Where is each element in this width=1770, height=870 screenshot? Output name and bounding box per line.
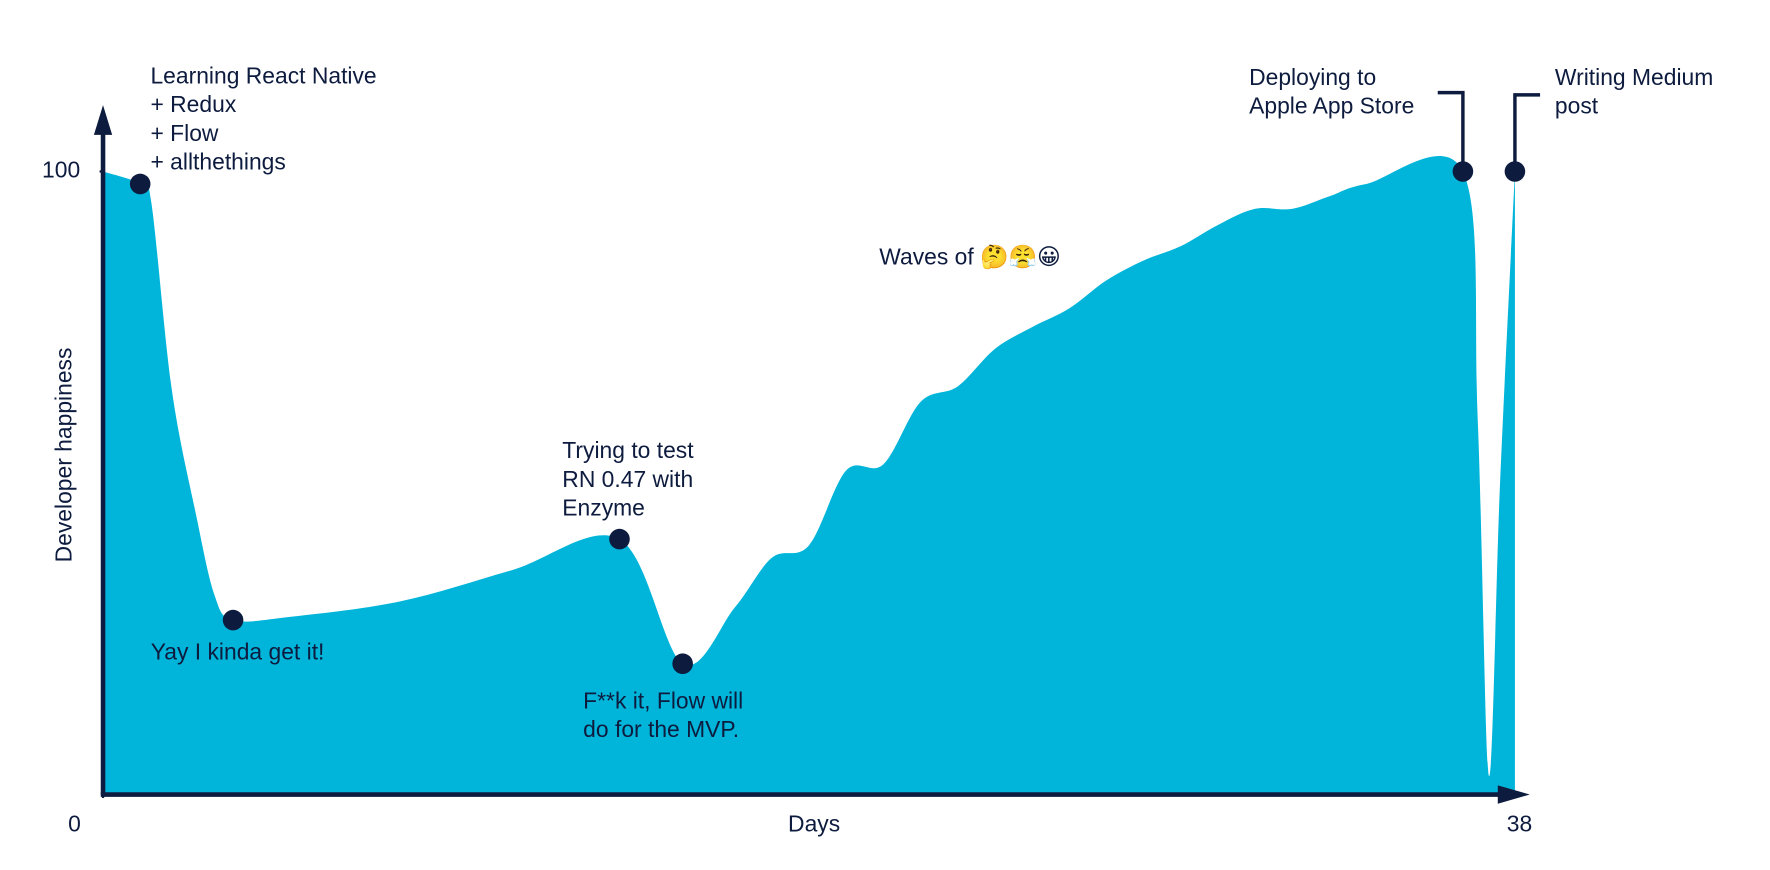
annotation-dot xyxy=(672,653,693,674)
annotation-text: Writing Medium xyxy=(1555,64,1713,90)
x-axis-label: Days xyxy=(788,810,840,836)
annotation-text: + Flow xyxy=(150,120,218,146)
annotation-text: Enzyme xyxy=(562,494,645,520)
note: Waves of 🤔😤😀 xyxy=(879,243,1061,270)
annotation-text: RN 0.47 with xyxy=(562,466,693,492)
area xyxy=(103,155,1515,795)
annotation-text: post xyxy=(1555,92,1599,118)
y-tick-label: 100 xyxy=(42,157,80,183)
x-tick-label: 0 xyxy=(68,810,81,836)
x-tick-label: 38 xyxy=(1507,810,1532,836)
annotation-text: Learning React Native xyxy=(150,63,376,89)
annotation-text: Trying to test xyxy=(562,437,694,463)
callout-line xyxy=(1437,90,1465,172)
annotation-text: Deploying to xyxy=(1249,64,1376,90)
annotation-dot xyxy=(222,609,244,631)
annotation-text: Apple App Store xyxy=(1249,92,1414,118)
annotation-dot xyxy=(1504,161,1526,182)
annotation-text: + allthethings xyxy=(150,148,285,174)
annotation-dot xyxy=(1452,161,1474,182)
annotation-text: + Redux xyxy=(150,91,236,117)
y-axis-arrow xyxy=(93,105,113,135)
annotation-text: Yay I kinda get it! xyxy=(151,638,325,664)
callout-line xyxy=(1513,93,1541,172)
annotation-text: F**k it, Flow will xyxy=(583,688,743,714)
annotation-dot xyxy=(129,173,151,195)
annotation-text: do for the MVP. xyxy=(583,716,739,742)
y-axis-label: Developer happiness xyxy=(50,348,76,563)
annotation-dot xyxy=(609,528,630,550)
